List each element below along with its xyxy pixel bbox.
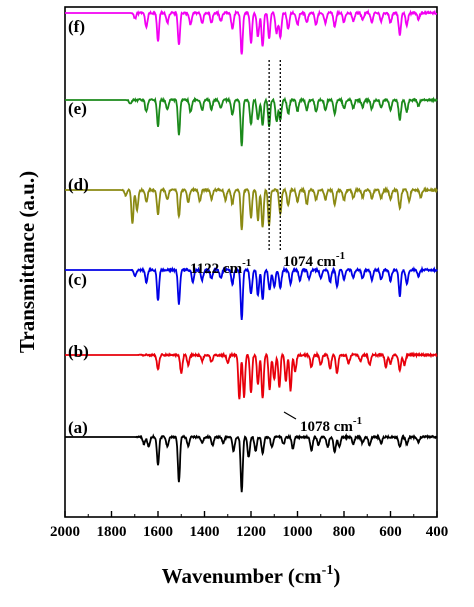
curve-label-b: (b) — [68, 342, 89, 361]
curve-label-c: (c) — [68, 270, 87, 289]
annotation-pointer-1078 — [283, 411, 297, 420]
curve-label-a: (a) — [68, 418, 88, 437]
x-axis-tick-labels: 2000 1800 1600 1400 1200 1000 800 600 400 — [50, 524, 448, 540]
x-tick-label: 600 — [379, 524, 402, 540]
annotation-1074: 1074 cm-1 — [283, 250, 345, 270]
x-tick-label: 1800 — [97, 524, 127, 540]
x-axis-title: Wavenumber (cm-1) — [162, 563, 341, 588]
spectra-curves — [65, 8, 438, 493]
x-tick-label: 1200 — [236, 524, 266, 540]
spectrum-b — [65, 350, 438, 400]
curve-label-f: (f) — [68, 17, 85, 36]
annotation-1078: 1078 cm-1 — [300, 415, 362, 435]
y-axis-title: Transmittance (a.u.) — [15, 171, 39, 353]
annotation-1122: 1122 cm-1 — [190, 257, 251, 277]
spectrum-f — [65, 8, 438, 55]
reference-dotted-lines — [268, 60, 281, 250]
x-tick-label: 800 — [333, 524, 356, 540]
x-tick-label: 400 — [426, 524, 449, 540]
spectrum-c — [65, 265, 438, 320]
spectrum-e — [65, 96, 438, 147]
x-axis-ticks — [64, 511, 438, 517]
curve-label-d: (d) — [68, 175, 89, 194]
x-tick-label: 1600 — [143, 524, 173, 540]
x-tick-label: 2000 — [50, 524, 80, 540]
spectrum-d — [65, 186, 438, 231]
x-tick-label: 1400 — [190, 524, 220, 540]
x-tick-label: 1000 — [283, 524, 313, 540]
curve-label-e: (e) — [68, 99, 87, 118]
spectrum-a — [65, 432, 438, 493]
